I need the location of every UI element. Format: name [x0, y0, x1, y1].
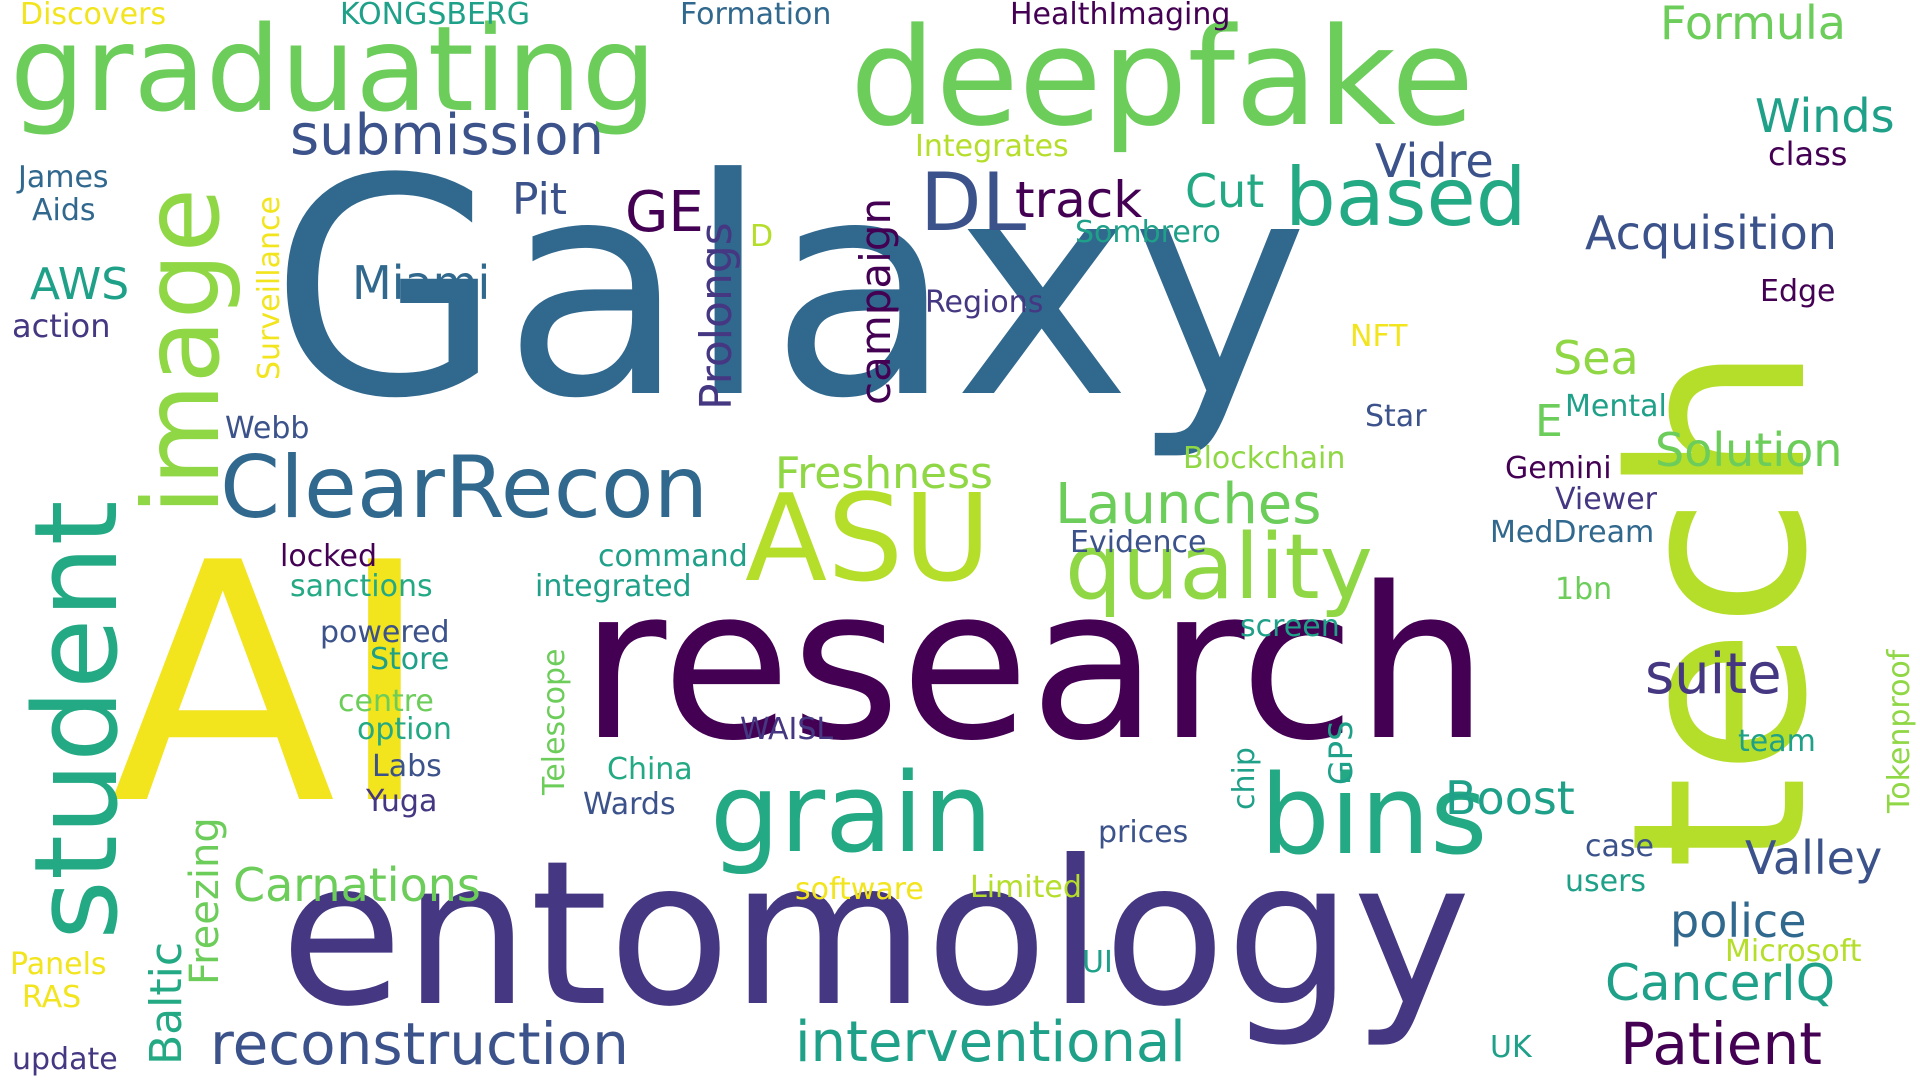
- word-meddream: MedDream: [1490, 515, 1655, 550]
- word-class: class: [1768, 135, 1848, 173]
- word-sombrero: Sombrero: [1075, 215, 1221, 250]
- word-quality: quality: [1065, 515, 1373, 620]
- word-regions: Regions: [925, 285, 1044, 320]
- word-cut: Cut: [1185, 164, 1265, 218]
- word-healthimaging: HealthImaging: [1010, 0, 1231, 32]
- word-baltic: Baltic: [141, 941, 192, 1065]
- word-launches: Launches: [1055, 472, 1322, 537]
- word-d: D: [750, 219, 774, 254]
- word-1bn: 1bn: [1555, 572, 1613, 607]
- word-aids: Aids: [32, 193, 96, 228]
- word-graduating: graduating: [10, 0, 657, 138]
- word-panels: Panels: [10, 947, 107, 982]
- word-patient: Patient: [1620, 1010, 1822, 1078]
- word-evidence: Evidence: [1070, 525, 1207, 560]
- word-galaxy: Galaxy: [270, 115, 1309, 464]
- word-valley: Valley: [1745, 831, 1883, 885]
- word-miami: Miami: [352, 256, 491, 310]
- word-discovers: Discovers: [20, 0, 167, 32]
- word-carnations: Carnations: [233, 858, 481, 912]
- word-boost: Boost: [1445, 771, 1575, 825]
- word-sanctions: sanctions: [290, 569, 433, 604]
- word-nft: NFT: [1350, 319, 1408, 354]
- word-tokenproof: Tokenproof: [1882, 649, 1917, 813]
- word-sea: Sea: [1553, 331, 1639, 385]
- word-aws: AWS: [30, 259, 130, 310]
- word-viewer: Viewer: [1555, 482, 1657, 517]
- word-bins: bins: [1260, 751, 1488, 879]
- word-campaign: campaign: [851, 197, 900, 405]
- word-ge: GE: [625, 180, 704, 245]
- word-ai: AI: [110, 493, 434, 877]
- word-uk: UK: [1490, 1030, 1532, 1065]
- word-webb: Webb: [225, 411, 310, 446]
- word-research: research: [580, 542, 1489, 787]
- word-clearrecon: ClearRecon: [220, 438, 709, 538]
- word-surveillance: Surveillance: [252, 196, 287, 380]
- word-freshness: Freshness: [775, 448, 993, 499]
- word-screen: screen: [1240, 609, 1340, 644]
- word-command: command: [598, 539, 748, 574]
- word-prolongs: Prolongs: [691, 222, 742, 410]
- word-asu: ASU: [745, 470, 992, 609]
- word-store: Store: [370, 642, 450, 677]
- word-blockchain: Blockchain: [1183, 441, 1346, 476]
- word-microsoft: Microsoft: [1725, 934, 1862, 969]
- word-edge: Edge: [1760, 274, 1836, 309]
- word-case: case: [1585, 829, 1654, 864]
- word-locked: locked: [280, 539, 377, 574]
- word-star: Star: [1365, 399, 1427, 434]
- word-update: update: [12, 1042, 118, 1077]
- word-vidre: Vidre: [1375, 134, 1494, 188]
- word-wards: Wards: [583, 787, 676, 822]
- word-winds: Winds: [1755, 89, 1895, 143]
- word-student: student: [10, 500, 144, 940]
- word-powered: powered: [320, 615, 450, 650]
- word-ui: UI: [1082, 945, 1113, 980]
- word-formation: Formation: [680, 0, 832, 32]
- word-option: option: [357, 712, 452, 747]
- word-submission: submission: [290, 103, 604, 168]
- word-yuga: Yuga: [366, 784, 438, 819]
- word-formula: Formula: [1660, 0, 1846, 50]
- word-based: based: [1285, 151, 1527, 244]
- word-gemini: Gemini: [1505, 451, 1612, 486]
- word-team: team: [1738, 724, 1816, 759]
- word-interventional: interventional: [795, 1010, 1186, 1075]
- word-suite: suite: [1645, 642, 1782, 707]
- word-james: James: [18, 160, 109, 195]
- word-china: China: [607, 752, 693, 787]
- word-kongsberg: KONGSBERG: [340, 0, 531, 32]
- word-gps: GPS: [1322, 720, 1360, 785]
- word-telescope: Telescope: [537, 648, 572, 795]
- word-chip: chip: [1227, 747, 1262, 810]
- word-users: users: [1565, 864, 1647, 899]
- word-reconstruction: reconstruction: [210, 1010, 629, 1078]
- word-track: track: [1015, 171, 1143, 229]
- word-canceriq: CancerIQ: [1605, 954, 1836, 1012]
- word-police: police: [1670, 894, 1807, 948]
- word-prices: prices: [1098, 815, 1189, 850]
- word-centre: centre: [338, 684, 434, 719]
- word-solution: Solution: [1655, 423, 1843, 477]
- word-software: software: [795, 872, 924, 907]
- word-deepfake: deepfake: [850, 0, 1475, 156]
- word-e: E: [1535, 396, 1563, 447]
- word-dl: DL: [920, 156, 1027, 249]
- word-integrated: integrated: [535, 569, 692, 604]
- word-acquisition: Acquisition: [1585, 206, 1837, 260]
- word-labs: Labs: [372, 749, 442, 784]
- word-action: action: [12, 307, 111, 345]
- word-limited: Limited: [970, 870, 1082, 905]
- word-grain: grain: [710, 749, 993, 877]
- word-entomology: entomology: [280, 818, 1472, 1051]
- word-ras: RAS: [22, 980, 82, 1015]
- word-integrates: Integrates: [915, 129, 1069, 164]
- word-waisl: WAISL: [740, 712, 834, 747]
- word-mental: Mental: [1565, 389, 1667, 424]
- word-pit: Pit: [512, 174, 568, 225]
